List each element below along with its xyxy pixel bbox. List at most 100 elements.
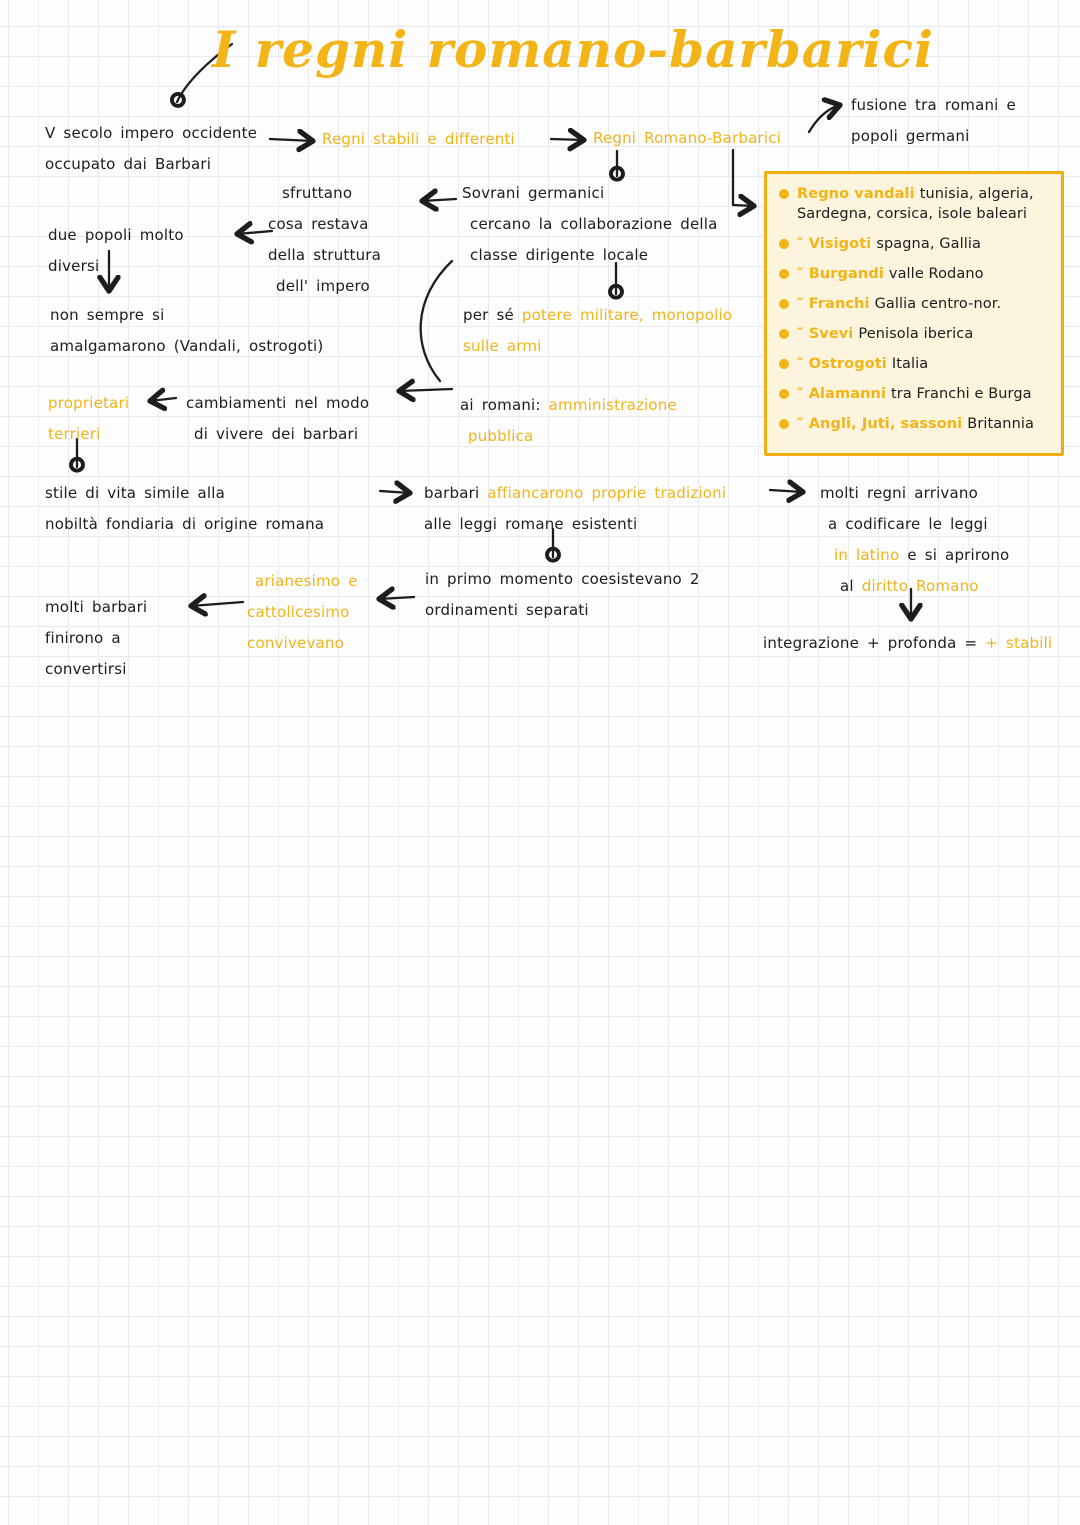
kingdom-name: ″ Svevi bbox=[797, 326, 854, 342]
note-segment: al bbox=[840, 577, 854, 595]
note-line: convertirsi bbox=[45, 660, 127, 678]
note-segment: affiancarono proprie tradizioni bbox=[487, 484, 727, 502]
kingdom-item-franchi: ″ Franchi Gallia centro-nor. bbox=[777, 294, 1055, 314]
kingdom-detail: Penisola iberica bbox=[858, 326, 974, 342]
kingdom-detail: Britannia bbox=[967, 416, 1034, 432]
note-cambiamenti: cambiamenti nel modo di vivere dei barba… bbox=[186, 388, 369, 450]
note-line: ai romani: amministrazione bbox=[460, 390, 677, 421]
note-segment: barbari bbox=[424, 484, 480, 502]
note-segment: ai romani: bbox=[460, 396, 541, 414]
note-line: per sé potere militare, monopolio bbox=[463, 300, 732, 331]
note-line: barbari affiancarono proprie tradizioni bbox=[424, 478, 726, 509]
arrow-century-to-stable bbox=[268, 139, 313, 141]
note-line: V secolo impero occidente bbox=[45, 124, 258, 142]
note-line: occupato dai Barbari bbox=[45, 155, 212, 173]
note-line: terrieri bbox=[48, 425, 101, 443]
note-line: classe dirigente locale bbox=[470, 246, 649, 264]
note-segment: diritto Romano bbox=[861, 577, 979, 595]
note-line: arianesimo e bbox=[255, 572, 358, 590]
note-line: dell' impero bbox=[276, 277, 370, 295]
note-line: molti regni arrivano bbox=[820, 484, 978, 502]
note-line: alle leggi romane esistenti bbox=[424, 515, 638, 533]
kingdom-item-alamanni: ″ Alamanni tra Franchi e Burga bbox=[777, 384, 1055, 404]
note-line: cercano la collaborazione della bbox=[470, 215, 718, 233]
arrow-stable-to-romano bbox=[549, 139, 584, 140]
note-segment: per sé bbox=[463, 306, 514, 324]
note-line: cattolicesimo bbox=[247, 603, 350, 621]
page-title: I regni romano-barbarici bbox=[212, 20, 934, 79]
note-line: Sovrani germanici bbox=[462, 184, 605, 202]
note-line: nobiltà fondiaria di origine romana bbox=[45, 515, 325, 533]
note-ai-romani: ai romani: amministrazione pubblica bbox=[460, 390, 677, 452]
note-sovrani: Sovrani germanici cercano la collaborazi… bbox=[462, 178, 718, 271]
kingdom-name: ″ Ostrogoti bbox=[797, 356, 887, 372]
note-line: fusione tra romani e bbox=[851, 96, 1016, 114]
note-century: V secolo impero occidente occupato dai B… bbox=[45, 118, 257, 180]
arrow-stile-to-tradizioni bbox=[378, 491, 410, 493]
arrow-romano-to-kingdoms-box bbox=[731, 148, 754, 206]
note-integrazione: integrazione + profonda = + stabili bbox=[763, 628, 1052, 659]
kingdom-detail: tra Franchi e Burga bbox=[891, 386, 1032, 402]
kingdom-item-angli-juti-sassoni: ″ Angli, Juti, sassoni Britannia bbox=[777, 414, 1055, 434]
note-segment: integrazione + profonda = bbox=[763, 634, 978, 652]
note-segment: in latino bbox=[834, 546, 900, 564]
note-sfruttano: sfruttano cosa restava della struttura d… bbox=[268, 178, 381, 302]
arrow-romano-to-fusione bbox=[807, 105, 840, 134]
note-line: molti barbari bbox=[45, 598, 148, 616]
kingdom-detail: spagna, Gallia bbox=[876, 236, 981, 252]
bullet-icon bbox=[779, 299, 789, 309]
arrow-religioni-to-convertirsi bbox=[191, 602, 245, 606]
note-amalgama: non sempre si amalgamarono (Vandali, ost… bbox=[50, 300, 323, 362]
note-line: convivevano bbox=[247, 634, 345, 652]
note-stile-vita: stile di vita simile alla nobiltà fondia… bbox=[45, 478, 324, 540]
note-line: sulle armi bbox=[463, 337, 542, 355]
note-line: Regni stabili e differenti bbox=[322, 130, 515, 148]
note-convertirsi: molti barbari finirono a convertirsi bbox=[45, 592, 147, 685]
note-segment: + stabili bbox=[985, 634, 1053, 652]
note-fusione: fusione tra romani e popoli germani bbox=[851, 90, 1016, 152]
note-line: della struttura bbox=[268, 246, 382, 264]
arrow-ordinamenti-to-religioni bbox=[379, 597, 416, 599]
arrow-sfruttano-to-due-popoli bbox=[237, 231, 274, 234]
note-line: popoli germani bbox=[851, 127, 970, 145]
kingdom-name: ″ Angli, Juti, sassoni bbox=[797, 416, 963, 432]
note-line: sfruttano bbox=[282, 184, 353, 202]
note-stable-kingdoms: Regni stabili e differenti bbox=[322, 124, 515, 155]
kingdom-item-svevi: ″ Svevi Penisola iberica bbox=[777, 324, 1055, 344]
note-proprietari: proprietari terrieri bbox=[48, 388, 129, 450]
arrow-cambiamenti-to-proprietari bbox=[150, 398, 178, 401]
note-line: al diritto Romano bbox=[820, 571, 1009, 602]
note-ordinamenti: in primo momento coesistevano 2 ordiname… bbox=[425, 564, 700, 626]
note-segment: amministrazione bbox=[548, 396, 677, 414]
arrow-sovrani-to-sfruttano bbox=[422, 199, 458, 201]
note-codificare: molti regni arrivano a codificare le leg… bbox=[820, 478, 1009, 602]
note-line: ordinamenti separati bbox=[425, 601, 589, 619]
note-religioni: arianesimo e cattolicesimo convivevano bbox=[247, 566, 358, 659]
kingdom-item-visigoti: ″ Visigoti spagna, Gallia bbox=[777, 234, 1055, 254]
note-line: Regni Romano-Barbarici bbox=[593, 129, 782, 147]
kingdom-name: ″ Alamanni bbox=[797, 386, 887, 402]
bullet-icon bbox=[779, 239, 789, 249]
note-line: pubblica bbox=[468, 427, 534, 445]
kingdom-detail: Gallia centro-nor. bbox=[874, 296, 1002, 312]
arrow-tradizioni-to-codificare bbox=[768, 490, 803, 492]
kingdom-name: Regno vandali bbox=[797, 186, 915, 202]
note-line: a codificare le leggi bbox=[828, 515, 988, 533]
kingdom-detail: tunisia, algeria, Sardegna, corsica, iso… bbox=[797, 186, 1034, 222]
note-romano-barbarici: Regni Romano-Barbarici bbox=[593, 123, 781, 154]
note-line: proprietari bbox=[48, 394, 130, 412]
note-line: non sempre si bbox=[50, 306, 165, 324]
kingdom-item-ostrogoti: ″ Ostrogoti Italia bbox=[777, 354, 1055, 374]
note-potere: per sé potere militare, monopolio sulle … bbox=[463, 300, 732, 362]
curve-classe-to-ai-romani bbox=[419, 259, 454, 383]
note-due-popoli: due popoli molto diversi bbox=[48, 220, 184, 282]
kingdom-name: ″ Burgandi bbox=[797, 266, 884, 282]
bullet-icon bbox=[779, 389, 789, 399]
kingdom-name: ″ Visigoti bbox=[797, 236, 872, 252]
note-line: di vivere dei barbari bbox=[194, 425, 359, 443]
note-segment: potere militare, monopolio bbox=[521, 306, 733, 324]
note-line: in latino e si aprirono bbox=[820, 540, 1009, 571]
bullet-icon bbox=[779, 189, 789, 199]
note-tradizioni: barbari affiancarono proprie tradizioni … bbox=[424, 478, 726, 540]
kingdoms-box: Regno vandali tunisia, algeria, Sardegna,… bbox=[764, 171, 1064, 456]
